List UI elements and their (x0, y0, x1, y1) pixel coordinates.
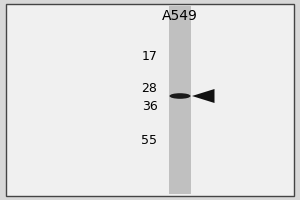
Ellipse shape (169, 93, 190, 99)
Bar (169, 6, 190, 194)
Text: 55: 55 (142, 134, 158, 146)
Text: A549: A549 (162, 9, 198, 23)
Text: 28: 28 (142, 82, 158, 95)
Polygon shape (192, 89, 214, 103)
Text: 17: 17 (142, 49, 158, 62)
Text: 36: 36 (142, 99, 158, 112)
